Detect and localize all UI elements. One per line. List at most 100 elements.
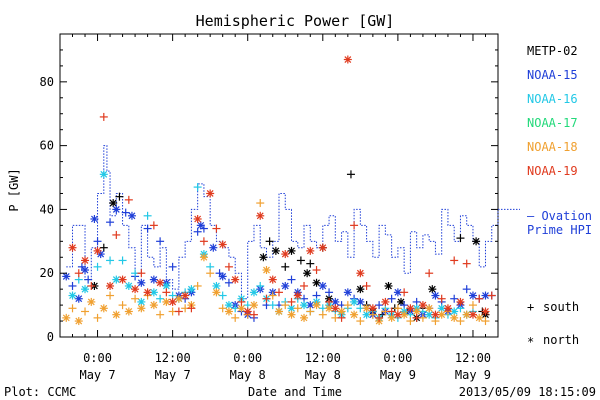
x-axis-ticks: 0:00 May 7 12:00 May 7 0:00 May 8 12:00 May 8 0:… (59, 34, 499, 382)
data-point (256, 281, 265, 290)
data-point (231, 275, 240, 284)
y-tick-label: 0 (47, 330, 54, 344)
data-point (81, 266, 90, 275)
data-point (475, 294, 484, 303)
data-point (218, 272, 227, 281)
data-point (300, 281, 309, 290)
data-point (99, 243, 108, 252)
data-point (356, 317, 365, 326)
data-point (124, 281, 133, 290)
data-point (356, 285, 365, 294)
data-point (312, 301, 321, 310)
data-point (450, 313, 459, 322)
data-point (87, 297, 96, 306)
data-point (318, 243, 327, 252)
data-point (106, 291, 115, 300)
data-point (481, 317, 490, 326)
data-point (218, 304, 227, 313)
data-point (400, 288, 409, 297)
data-point (287, 246, 296, 255)
data-point (118, 256, 127, 265)
data-point (296, 256, 305, 265)
legend: METP-02 NOAA-15 NOAA-16 NOAA-17 NOAA-18 NOAA-… (527, 44, 578, 178)
data-point (406, 304, 415, 313)
data-point (137, 278, 146, 287)
data-point (156, 278, 165, 287)
data-point (384, 281, 393, 290)
data-point (99, 112, 108, 121)
x-tick-time-label: 12:00 (455, 351, 491, 365)
data-point (99, 170, 108, 179)
ovation-legend-line2: Prime HPI (527, 223, 592, 237)
data-point (375, 301, 384, 310)
data-point (293, 291, 302, 300)
data-point (68, 304, 77, 313)
data-point (127, 211, 136, 220)
data-point (387, 313, 396, 322)
y-axis-label: P [GW] (7, 168, 21, 211)
data-point (193, 281, 202, 290)
data-point (224, 278, 233, 287)
data-point (206, 269, 215, 278)
data-point (462, 259, 471, 268)
data-point (287, 275, 296, 284)
data-point (306, 259, 315, 268)
data-point (265, 237, 274, 246)
data-point (418, 301, 427, 310)
legend-entry-noaa-15: NOAA-15 (527, 68, 578, 82)
data-point (68, 281, 77, 290)
x-tick-time-label: 0:00 (233, 351, 262, 365)
data-point (93, 246, 102, 255)
data-point (74, 317, 83, 326)
plot-frame (59, 33, 499, 338)
y-tick-label: 20 (40, 266, 54, 280)
data-point (287, 310, 296, 319)
data-point (112, 230, 121, 239)
data-point (331, 304, 340, 313)
legend-entry-noaa-17: NOAA-17 (527, 116, 578, 130)
data-point (74, 294, 83, 303)
data-point (124, 307, 133, 316)
marker-legend-north-label: north (543, 333, 579, 347)
data-point (193, 183, 202, 192)
data-point (268, 291, 277, 300)
data-point (443, 304, 452, 313)
y-tick-label: 80 (40, 75, 54, 89)
data-point (209, 243, 218, 252)
y-tick-label: 40 (40, 202, 54, 216)
data-point (268, 275, 277, 284)
data-point (118, 275, 127, 284)
data-point (106, 281, 115, 290)
data-point (281, 250, 290, 259)
plot-credit: Plot: CCMC (4, 385, 76, 399)
x-tick-time-label: 0:00 (383, 351, 412, 365)
data-point (281, 262, 290, 271)
data-point (143, 288, 152, 297)
data-point (287, 297, 296, 306)
data-point (84, 275, 93, 284)
data-point (237, 297, 246, 306)
data-point (106, 218, 115, 227)
x-tick-date-label: May 9 (380, 368, 416, 382)
data-point (472, 237, 481, 246)
data-point (318, 281, 327, 290)
data-point (387, 307, 396, 316)
data-point (271, 246, 280, 255)
data-point (137, 269, 146, 278)
data-point (293, 304, 302, 313)
data-markers (62, 55, 496, 326)
data-point (412, 313, 421, 322)
x-tick-time-label: 0:00 (83, 351, 112, 365)
data-point (218, 240, 227, 249)
data-point (275, 288, 283, 297)
legend-entry-noaa-18: NOAA-18 (527, 140, 578, 154)
marker-legend-north-symbol: * (527, 335, 534, 349)
data-point (68, 243, 77, 252)
data-point (312, 266, 321, 275)
data-point (350, 221, 359, 230)
data-point (112, 275, 121, 284)
data-point (206, 189, 215, 198)
data-point (81, 285, 90, 294)
data-point (62, 313, 71, 322)
x-tick-date-label: May 7 (79, 368, 115, 382)
